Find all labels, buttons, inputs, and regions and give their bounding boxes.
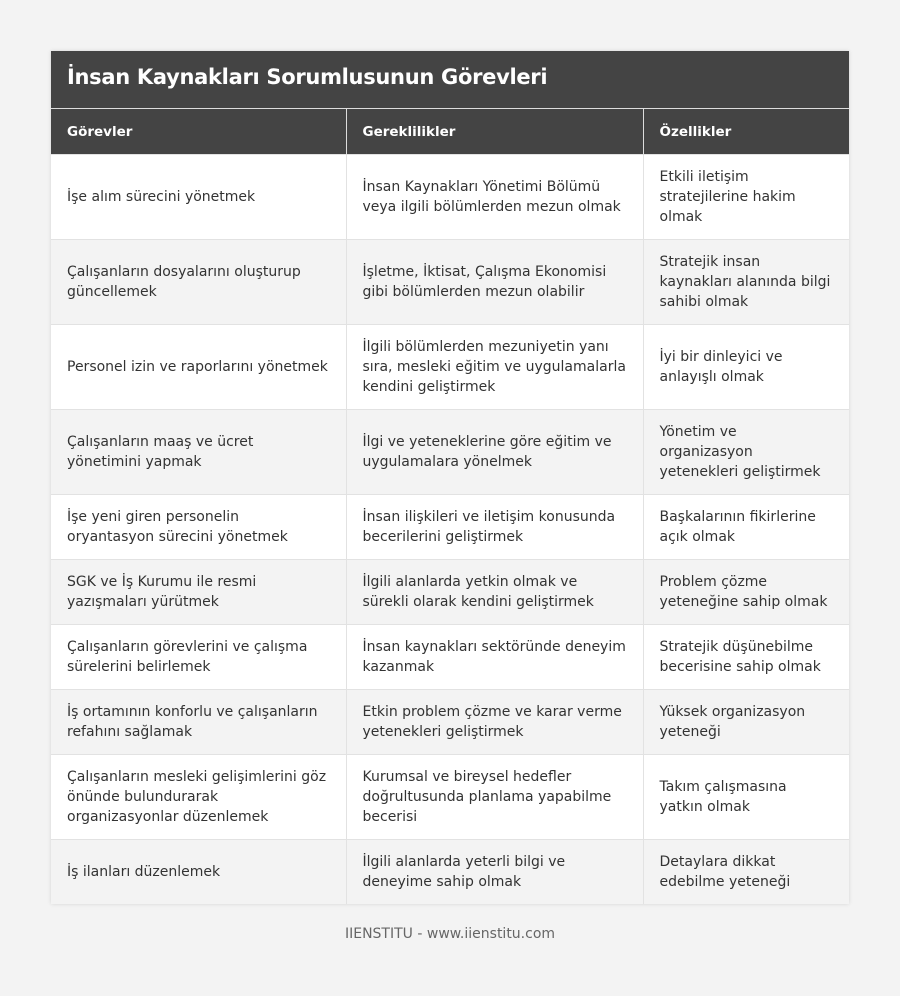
quality-cell: Yüksek organizasyon yeteneği (642, 689, 849, 755)
quality-cell: Başkalarının fikirlerine açık olmak (642, 494, 849, 560)
footer-credit: IIENSTITU - www.iienstitu.com (344, 926, 556, 942)
duty-cell: Çalışanların mesleki gelişimlerini göz ö… (51, 754, 346, 840)
header-row: Görevler Gereklilikler Özellikler (51, 108, 849, 155)
requirement-cell: İlgili bölümlerden mezuniyetin yanı sıra… (345, 324, 643, 410)
requirement-cell: İnsan ilişkileri ve iletişim konusunda b… (345, 494, 643, 560)
requirement-cell: İşletme, İktisat, Çalışma Ekonomisi gibi… (345, 239, 643, 325)
duty-cell: İşe alım sürecini yönetmek (51, 154, 346, 240)
column-header: Görevler (51, 108, 346, 155)
table-row: İş ortamının konforlu ve çalışanların re… (51, 689, 849, 755)
table-row: SGK ve İş Kurumu ile resmi yazışmaları y… (51, 559, 849, 625)
requirement-cell: İnsan kaynakları sektöründe deneyim kaza… (345, 624, 643, 690)
quality-cell: Takım çalışmasına yatkın olmak (642, 754, 849, 840)
duty-cell: İş ilanları düzenlemek (51, 839, 346, 904)
quality-cell: Detaylara dikkat edebilme yeteneği (642, 839, 849, 904)
table-row: Çalışanların dosyalarını oluşturup günce… (51, 239, 849, 325)
duty-cell: Çalışanların dosyalarını oluşturup günce… (51, 239, 346, 325)
requirement-cell: Kurumsal ve bireysel hedefler doğrultusu… (345, 754, 643, 840)
table-card: İnsan Kaynakları Sorumlusunun Görevleri … (51, 51, 849, 904)
table-row: Çalışanların görevlerini ve çalışma süre… (51, 624, 849, 690)
quality-cell: Stratejik düşünebilme becerisine sahip o… (642, 624, 849, 690)
duty-cell: İşe yeni giren personelin oryantasyon sü… (51, 494, 346, 560)
quality-cell: Stratejik insan kaynakları alanında bilg… (642, 239, 849, 325)
table-row: Çalışanların mesleki gelişimlerini göz ö… (51, 754, 849, 840)
duty-cell: Personel izin ve raporlarını yönetmek (51, 324, 346, 410)
duty-cell: Çalışanların görevlerini ve çalışma süre… (51, 624, 346, 690)
duty-cell: Çalışanların maaş ve ücret yönetimini ya… (51, 409, 346, 495)
quality-cell: Etkili iletişim stratejilerine hakim olm… (642, 154, 849, 240)
duty-cell: SGK ve İş Kurumu ile resmi yazışmaları y… (51, 559, 346, 625)
column-header: Özellikler (642, 108, 849, 155)
table-row: Çalışanların maaş ve ücret yönetimini ya… (51, 409, 849, 495)
table-row: Personel izin ve raporlarını yönetmek İlg… (51, 324, 849, 410)
quality-cell: Problem çözme yeteneğine sahip olmak (642, 559, 849, 625)
quality-cell: Yönetim ve organizasyon yetenekleri geli… (642, 409, 849, 495)
duty-cell: İş ortamının konforlu ve çalışanların re… (51, 689, 346, 755)
requirement-cell: İlgi ve yeteneklerine göre eğitim ve uyg… (345, 409, 643, 495)
requirement-cell: İnsan Kaynakları Yönetimi Bölümü veya il… (345, 154, 643, 240)
table-row: İşe alım sürecini yönetmek İnsan Kaynakla… (51, 154, 849, 240)
table-row: İşe yeni giren personelin oryantasyon sü… (51, 494, 849, 560)
requirement-cell: Etkin problem çözme ve karar verme yeten… (345, 689, 643, 755)
table-title: İnsan Kaynakları Sorumlusunun Görevleri (51, 51, 849, 108)
table-row: İş ilanları düzenlemek İlgili alanlarda y… (51, 839, 849, 904)
requirement-cell: İlgili alanlarda yetkin olmak ve sürekli… (345, 559, 643, 625)
quality-cell: İyi bir dinleyici ve anlayışlı olmak (642, 324, 849, 410)
duties-table: Görevler Gereklilikler Özellikler İşe al… (51, 108, 849, 904)
requirement-cell: İlgili alanlarda yeterli bilgi ve deneyi… (345, 839, 643, 904)
column-header: Gereklilikler (345, 108, 643, 155)
